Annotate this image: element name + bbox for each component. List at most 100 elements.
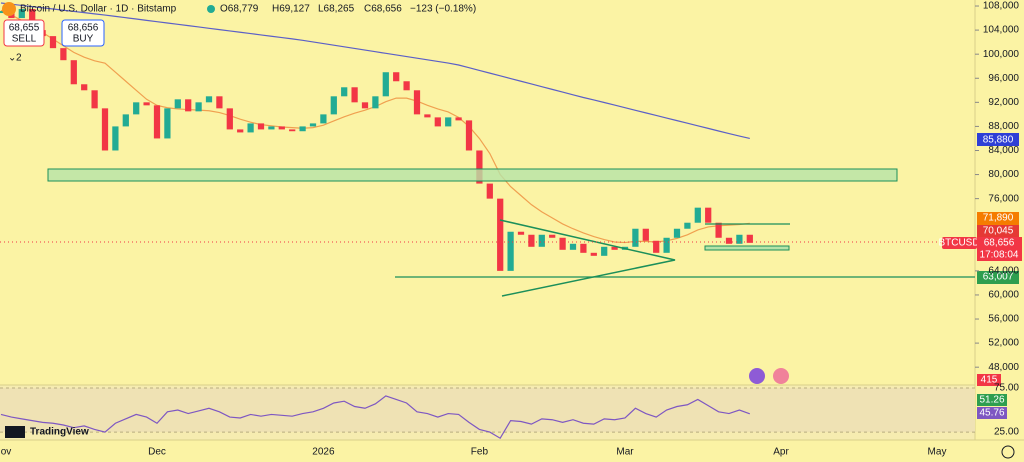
candle (705, 207, 712, 223)
rsi-ma-tag: 51.26 (979, 395, 1004, 406)
x-tick-label: Mar (616, 447, 634, 458)
rsi-tag: 45.76 (979, 408, 1004, 419)
candle (18, 9, 25, 19)
candle (309, 123, 317, 127)
candle (725, 237, 733, 244)
candle (538, 234, 545, 247)
rsi-line (0, 395, 751, 440)
flag-icon[interactable] (773, 368, 789, 384)
candle (320, 114, 327, 124)
candle (746, 234, 753, 243)
candle (393, 72, 400, 82)
candle (559, 237, 566, 250)
tag-box (977, 237, 1022, 261)
candle (445, 117, 452, 127)
candle (91, 90, 98, 109)
x-tick-label: ov (1, 447, 12, 458)
status-dot (207, 5, 215, 13)
candle (70, 60, 77, 85)
candle (382, 72, 389, 97)
support-zone (47, 168, 898, 182)
ohlc-open: O68,779 (220, 4, 259, 15)
candle (372, 96, 379, 109)
rsi-tick-label: 25.00 (994, 427, 1019, 438)
volume-tag: 415 (981, 375, 998, 386)
buy-label: BUY (73, 34, 94, 45)
y-tick-label: 88,000 (988, 121, 1019, 132)
sell-price: 68,655 (9, 23, 40, 34)
candle (413, 90, 421, 115)
candle (715, 222, 722, 238)
rsi-band (0, 387, 975, 433)
buy-button[interactable] (61, 19, 105, 47)
y-tick-label: 60,000 (988, 290, 1019, 301)
candle (195, 102, 202, 112)
candle (673, 228, 681, 238)
event-icon[interactable] (749, 368, 765, 384)
candle (112, 126, 119, 151)
symbol-tag: BTCUSD (938, 238, 979, 249)
candle (351, 87, 358, 103)
tag-box (977, 271, 1019, 284)
indicator-count: 2 (16, 53, 22, 64)
x-tick-label: May (928, 447, 947, 458)
candle (403, 81, 410, 91)
candle (341, 87, 348, 97)
candle (268, 126, 275, 130)
candle (642, 228, 649, 241)
tag-box (977, 225, 1019, 237)
tag-box (977, 133, 1019, 146)
y-tick-label: 80,000 (988, 169, 1019, 180)
candle (164, 108, 171, 139)
level-tag: 63,007 (983, 272, 1014, 283)
y-tick-label: 92,000 (988, 97, 1019, 108)
candle (549, 234, 556, 238)
candle (143, 102, 150, 106)
ma-fast-tag: 71,890 (983, 213, 1014, 224)
rsi-tick-label: 75.00 (994, 383, 1019, 394)
y-tick-label: 56,000 (988, 314, 1019, 325)
sell-button[interactable] (3, 19, 45, 47)
y-tick-label: 108,000 (983, 1, 1020, 12)
candle (507, 231, 514, 271)
ohlc-change: −123 (−0.18%) (410, 4, 476, 15)
candle (465, 120, 473, 151)
logo-mark (5, 426, 25, 438)
candle (611, 246, 618, 250)
candle (289, 129, 296, 132)
tag-box (977, 374, 1001, 386)
candle (653, 240, 660, 253)
candle (237, 129, 244, 133)
settings-icon[interactable] (1001, 445, 1015, 459)
candle (60, 48, 67, 61)
x-tick-label: Dec (148, 447, 166, 458)
candle (226, 108, 233, 130)
candle (278, 126, 285, 130)
y-tick-label: 64,000 (988, 266, 1019, 277)
sell-label: SELL (12, 34, 37, 45)
candle (497, 198, 504, 271)
candle (122, 114, 129, 127)
candle (486, 183, 493, 199)
x-tick-label: 2026 (312, 447, 335, 458)
y-tick-label: 96,000 (988, 73, 1019, 84)
countdown-tag: 17:08:04 (980, 250, 1019, 261)
candle (736, 234, 743, 244)
y-tick-label: 76,000 (988, 193, 1019, 204)
candle (694, 207, 701, 223)
tag-box (977, 407, 1007, 419)
candle (528, 234, 535, 247)
candle (663, 237, 670, 253)
last-price-tag: 68,656 (984, 238, 1015, 249)
candle (434, 117, 441, 127)
ohlc-low: L68,265 (318, 4, 355, 15)
y-tick-label: 84,000 (988, 145, 1019, 156)
ohlc-close: C68,656 (364, 4, 402, 15)
candle (684, 222, 691, 229)
candle (133, 102, 140, 115)
candle (216, 96, 223, 109)
candle (455, 117, 462, 121)
collapse-toggle[interactable]: ⌄ (8, 53, 16, 64)
tag-box (977, 394, 1007, 406)
